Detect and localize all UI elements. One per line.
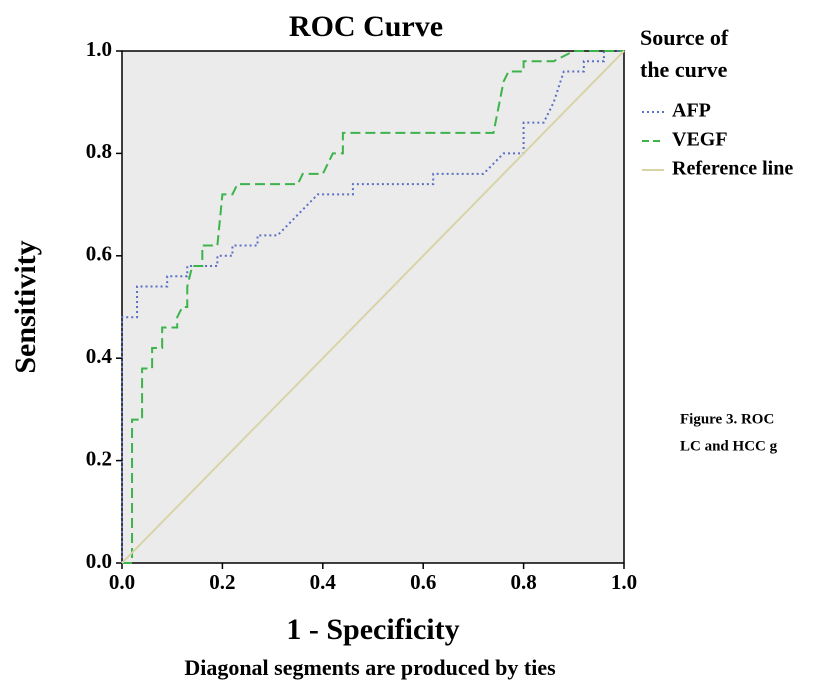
x-tick-label: 1.0 (611, 570, 637, 594)
x-tick-label: 0.0 (109, 570, 135, 594)
legend-label: VEGF (672, 129, 728, 151)
x-axis-label: 1 - Specificity (286, 613, 459, 646)
roc-line (122, 50, 624, 564)
x-tick-label: 0.6 (410, 570, 436, 594)
legend-label: AFP (672, 100, 711, 122)
annotation: Figure 3. ROC (680, 411, 774, 427)
legend-title: Source of (640, 25, 729, 50)
x-tick-label: 0.8 (510, 570, 536, 594)
y-tick-label: 0.0 (86, 549, 112, 573)
legend-title: the curve (640, 57, 728, 82)
roc-line (121, 50, 625, 564)
y-tick-label: 0.8 (86, 139, 112, 163)
roc-line (121, 50, 624, 563)
y-tick-label: 0.6 (86, 242, 112, 266)
chart-title: ROC Curve (289, 10, 443, 43)
y-tick-label: 1.0 (86, 37, 112, 61)
legend-label: Reference line (672, 158, 793, 180)
y-axis-label: Sensitivity (9, 240, 42, 373)
y-tick-label: 0.4 (86, 344, 113, 368)
footnote: Diagonal segments are produced by ties (184, 655, 556, 680)
annotation: LC and HCC g (680, 438, 778, 454)
x-tick-label: 0.2 (209, 570, 235, 594)
y-tick-label: 0.2 (86, 446, 112, 470)
x-tick-label: 0.4 (310, 570, 337, 594)
